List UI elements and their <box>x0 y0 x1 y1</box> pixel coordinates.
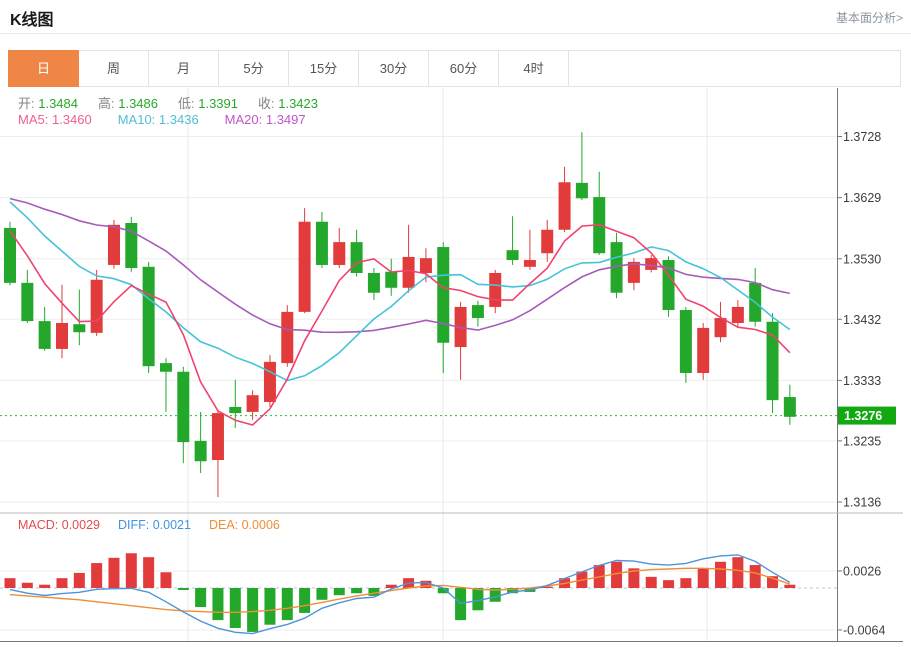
tab-timeframe-1[interactable]: 周 <box>79 51 149 86</box>
ohlc-row-item-3: 收: 1.3423 <box>258 93 318 112</box>
grid-lines <box>0 88 838 642</box>
axis-tick-label: 1.3235 <box>843 434 881 448</box>
ma5-line <box>9 223 791 426</box>
tab-timeframe-4[interactable]: 15分 <box>289 51 359 86</box>
ma-row-item-1: MA10: 1.3436 <box>118 112 199 127</box>
legend-value: 0.0029 <box>58 518 100 532</box>
axis-tick-label: 1.3530 <box>843 252 881 266</box>
axis-tick-labels: 1.3728 1.3629 1.3530 1.3432 1.3333 1.3235 1.31… <box>837 130 885 637</box>
last-price-badge: 1.3276 <box>838 406 896 425</box>
axis-tick-label: -0.0064 <box>843 623 885 637</box>
axis-tick-label: 1.3136 <box>843 496 881 510</box>
last-price-badge-bg <box>838 406 896 425</box>
macd-histogram-layer <box>4 553 796 632</box>
axis-tick-label: 1.3333 <box>843 374 881 388</box>
macd-row-item-1: DIFF: 0.0021 <box>118 518 191 532</box>
legend-value: 1.3460 <box>48 112 92 127</box>
macd-row-item-2: DEA: 0.0006 <box>209 518 280 532</box>
legend-value: 1.3391 <box>194 96 238 111</box>
legend-label: 高: <box>98 96 115 111</box>
tab-timeframe-7[interactable]: 4时 <box>499 51 569 86</box>
ohlc-row-item-2: 低: 1.3391 <box>178 93 238 112</box>
legend-value: 1.3484 <box>34 96 78 111</box>
ma-row-item-0: MA5: 1.3460 <box>18 112 92 127</box>
legend-value: 1.3423 <box>274 96 318 111</box>
legend-label: DEA: <box>208 518 239 532</box>
legend-value: 1.3497 <box>262 112 306 127</box>
ohlc-legend: 开: 1.3484 高: 1.3486 低: 1.3391 收: 1.3423 <box>18 93 318 112</box>
legend-label: DIFF: <box>118 518 150 532</box>
legend-label: 低: <box>178 96 195 111</box>
tab-timeframe-5[interactable]: 30分 <box>359 51 429 86</box>
ohlc-row-item-0: 开: 1.3484 <box>18 93 78 112</box>
macd-row-item-0: MACD: 0.0029 <box>18 518 100 532</box>
ohlc-row-item-1: 高: 1.3486 <box>98 93 158 112</box>
axis-tick-label: 0.0026 <box>843 564 881 578</box>
axis-tick-label: 1.3432 <box>843 313 881 327</box>
ma-legend: MA5: 1.3460 MA10: 1.3436 MA20: 1.3497 <box>18 112 306 127</box>
legend-label: 收: <box>258 96 275 111</box>
legend-value: 0.0021 <box>149 518 191 532</box>
legend-value: 1.3436 <box>155 112 199 127</box>
tab-timeframe-3[interactable]: 5分 <box>219 51 289 86</box>
dea-line <box>9 567 791 613</box>
legend-label: MACD: <box>18 518 59 532</box>
legend-label: MA5: <box>18 112 49 127</box>
legend-label: MA10: <box>117 112 156 127</box>
legend-value: 0.0006 <box>238 518 280 532</box>
axes <box>0 88 903 642</box>
ma-row-item-2: MA20: 1.3497 <box>225 112 306 127</box>
legend-label: MA20: <box>224 112 263 127</box>
last-price-badge-value: 1.3276 <box>844 409 882 423</box>
title-separator <box>0 33 911 34</box>
tab-timeframe-0[interactable]: 日 <box>8 50 79 87</box>
legend-label: 开: <box>18 96 35 111</box>
macd-lines-layer <box>9 554 791 635</box>
axis-tick-label: 1.3629 <box>843 191 881 205</box>
timeframe-tabbar: 日周月 5分 15分 30分 60分 4时 <box>8 50 901 87</box>
legend-value: 1.3486 <box>114 96 158 111</box>
ma-lines-layer <box>9 197 791 426</box>
page-title: K线图 <box>10 12 54 29</box>
axis-tick-label: 1.3728 <box>843 130 881 144</box>
tab-timeframe-2[interactable]: 月 <box>149 51 219 86</box>
macd-legend: MACD: 0.0029 DIFF: 0.0021 DEA: 0.0006 <box>18 518 280 532</box>
candlesticks-layer <box>4 132 796 498</box>
fundamental-analysis-link[interactable]: 基本面分析> <box>835 11 903 25</box>
tab-timeframe-6[interactable]: 60分 <box>429 51 499 86</box>
ma20-line <box>9 197 790 334</box>
ma10-line <box>9 201 791 382</box>
diff-line <box>9 554 791 635</box>
